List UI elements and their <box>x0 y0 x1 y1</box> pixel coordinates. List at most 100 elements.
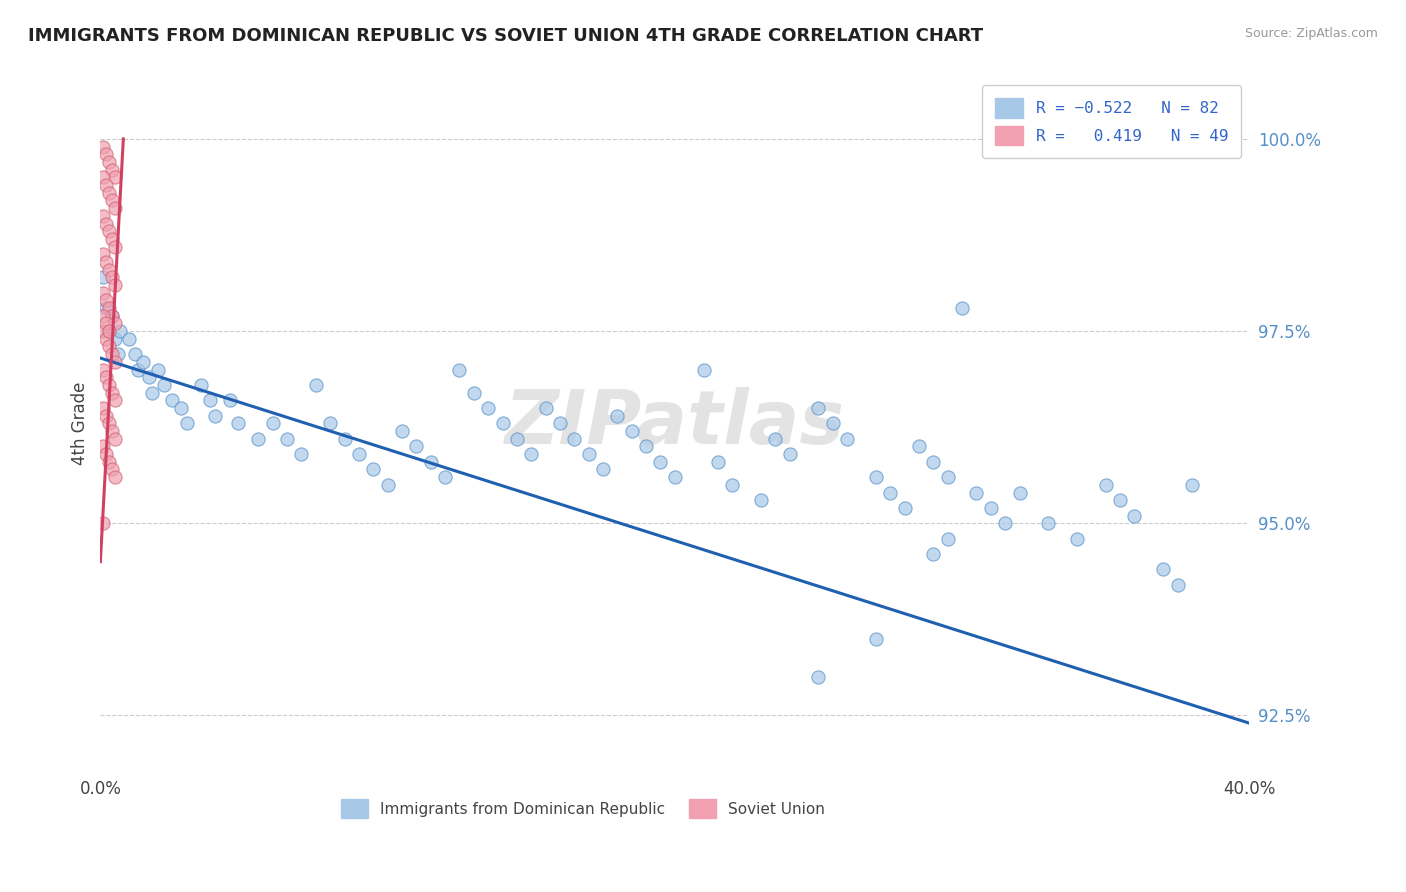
Point <box>107 347 129 361</box>
Point <box>110 324 132 338</box>
Point <box>98 339 121 353</box>
Point <box>138 370 160 384</box>
Point <box>98 224 121 238</box>
Point <box>98 417 121 431</box>
Y-axis label: 4th Grade: 4th Grade <box>72 382 89 465</box>
Point <box>1038 516 1060 531</box>
Point <box>477 401 499 415</box>
Point <box>779 447 801 461</box>
Point <box>548 417 571 431</box>
Point <box>176 417 198 431</box>
Point <box>879 485 901 500</box>
Point <box>141 385 163 400</box>
Point <box>707 455 730 469</box>
Point <box>821 417 844 431</box>
Point <box>980 500 1002 515</box>
Point <box>101 347 124 361</box>
Point <box>91 309 114 323</box>
Point <box>994 516 1017 531</box>
Point <box>98 301 121 315</box>
Point <box>127 362 149 376</box>
Point <box>152 378 174 392</box>
Point <box>434 470 457 484</box>
Point <box>91 209 114 223</box>
Point <box>94 370 117 384</box>
Point <box>98 186 121 200</box>
Point <box>104 355 127 369</box>
Point <box>1152 562 1174 576</box>
Point <box>950 301 973 315</box>
Point <box>104 332 127 346</box>
Point <box>101 309 124 323</box>
Point <box>218 393 240 408</box>
Point <box>636 439 658 453</box>
Point <box>94 217 117 231</box>
Text: Source: ZipAtlas.com: Source: ZipAtlas.com <box>1244 27 1378 40</box>
Point <box>721 478 744 492</box>
Point <box>91 247 114 261</box>
Point <box>692 362 714 376</box>
Point <box>1109 493 1132 508</box>
Point <box>91 401 114 415</box>
Point <box>104 432 127 446</box>
Point <box>664 470 686 484</box>
Point <box>204 409 226 423</box>
Text: ZIPatlas: ZIPatlas <box>505 387 845 460</box>
Point <box>290 447 312 461</box>
Point <box>749 493 772 508</box>
Point <box>94 447 117 461</box>
Point <box>922 547 945 561</box>
Point <box>865 632 887 646</box>
Point <box>1181 478 1204 492</box>
Point <box>101 162 124 177</box>
Point <box>936 532 959 546</box>
Point <box>91 439 114 453</box>
Point <box>1094 478 1116 492</box>
Point <box>91 362 114 376</box>
Point <box>534 401 557 415</box>
Text: IMMIGRANTS FROM DOMINICAN REPUBLIC VS SOVIET UNION 4TH GRADE CORRELATION CHART: IMMIGRANTS FROM DOMINICAN REPUBLIC VS SO… <box>28 27 983 45</box>
Point <box>807 670 830 684</box>
Point <box>419 455 441 469</box>
Point <box>94 293 117 308</box>
Point <box>91 285 114 300</box>
Point <box>319 417 342 431</box>
Point <box>104 278 127 293</box>
Point <box>98 324 121 338</box>
Legend: Immigrants from Dominican Republic, Soviet Union: Immigrants from Dominican Republic, Sovi… <box>335 793 831 824</box>
Point <box>391 424 413 438</box>
Point <box>94 409 117 423</box>
Point <box>936 470 959 484</box>
Point <box>377 478 399 492</box>
Point <box>578 447 600 461</box>
Point <box>91 324 114 338</box>
Point <box>463 385 485 400</box>
Point <box>1123 508 1146 523</box>
Point <box>592 462 614 476</box>
Point <box>146 362 169 376</box>
Point <box>262 417 284 431</box>
Point <box>91 139 114 153</box>
Point <box>98 155 121 169</box>
Point <box>562 432 585 446</box>
Point <box>94 317 117 331</box>
Point <box>91 270 114 285</box>
Point <box>101 194 124 208</box>
Point <box>347 447 370 461</box>
Point <box>91 170 114 185</box>
Point <box>190 378 212 392</box>
Point <box>650 455 672 469</box>
Point <box>118 332 141 346</box>
Point <box>893 500 915 515</box>
Point <box>908 439 931 453</box>
Point <box>101 309 124 323</box>
Point <box>333 432 356 446</box>
Point <box>94 332 117 346</box>
Point <box>94 147 117 161</box>
Point <box>91 516 114 531</box>
Point <box>104 393 127 408</box>
Point <box>922 455 945 469</box>
Point <box>506 432 529 446</box>
Point <box>276 432 298 446</box>
Point <box>606 409 628 423</box>
